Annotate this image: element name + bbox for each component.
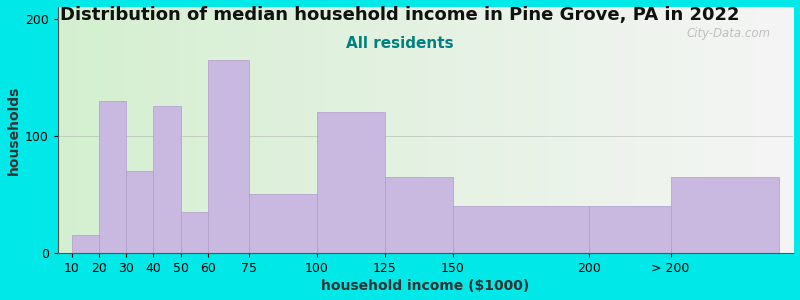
X-axis label: household income ($1000): household income ($1000) — [322, 279, 530, 293]
Bar — [670, 177, 779, 253]
Bar — [385, 177, 453, 253]
Bar — [72, 235, 99, 253]
Text: All residents: All residents — [346, 36, 454, 51]
Y-axis label: households: households — [7, 85, 21, 175]
Bar — [181, 212, 208, 253]
Bar — [99, 100, 126, 253]
Text: City-Data.com: City-Data.com — [687, 27, 771, 40]
Bar — [208, 60, 249, 253]
Bar — [249, 194, 317, 253]
Bar — [453, 206, 589, 253]
Bar — [154, 106, 181, 253]
Bar — [589, 206, 670, 253]
Text: Distribution of median household income in Pine Grove, PA in 2022: Distribution of median household income … — [60, 6, 740, 24]
Bar — [317, 112, 385, 253]
Bar — [126, 171, 154, 253]
